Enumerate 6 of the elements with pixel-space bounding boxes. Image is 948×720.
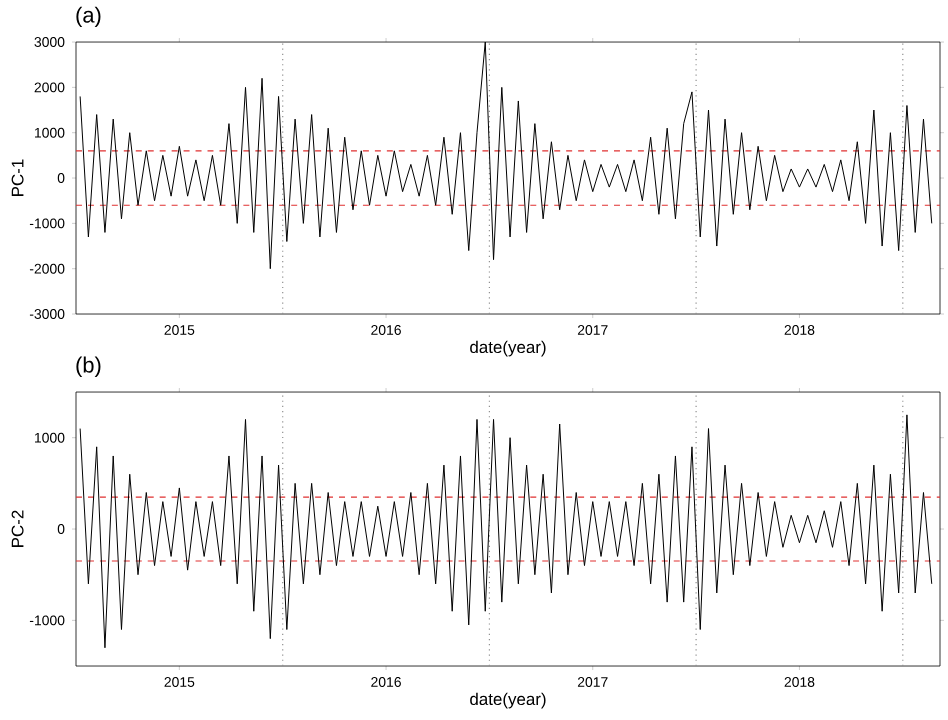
x-axis-title: date(year) [470,692,546,709]
chart-title: (b) [76,356,101,378]
y-axis-title: PC-2 [11,510,24,547]
y-axis-title: PC-1 [11,159,24,196]
chart-title: (a) [76,6,101,28]
x-axis-title: date(year) [470,340,546,357]
